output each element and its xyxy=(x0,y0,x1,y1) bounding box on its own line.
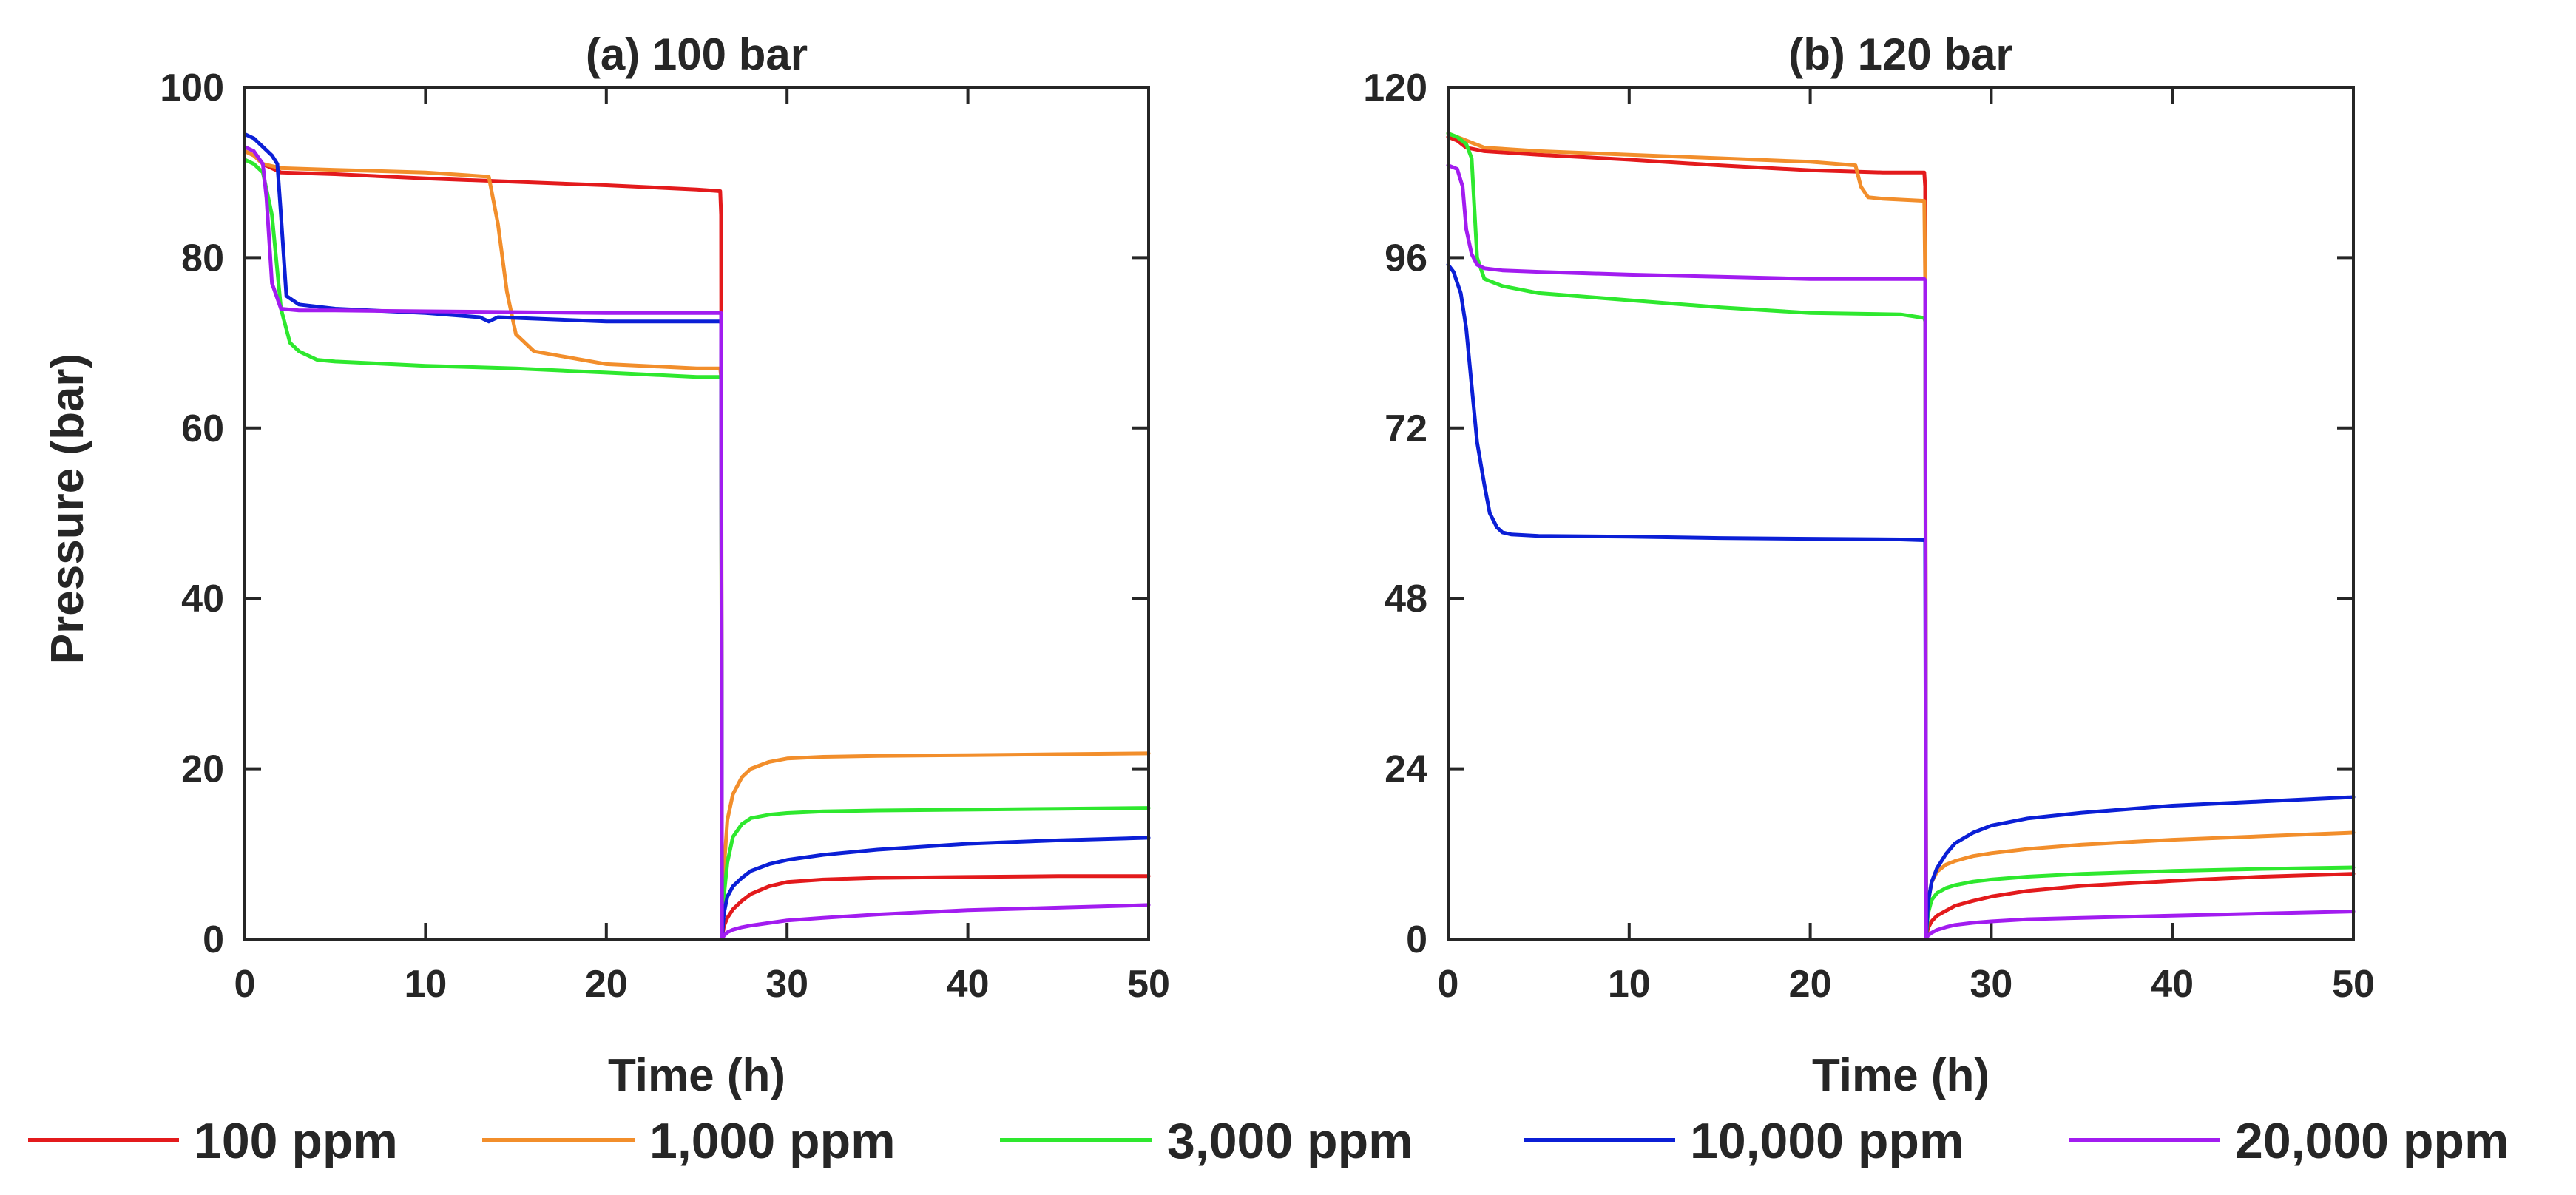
legend-item-3000ppm: 3,000 ppm xyxy=(1000,1113,1413,1169)
legend-label: 20,000 ppm xyxy=(2235,1113,2509,1169)
y-tick-label: 72 xyxy=(1385,407,1427,450)
legend-item-10000ppm: 10,000 ppm xyxy=(1524,1113,1964,1169)
legend-label: 1,000 ppm xyxy=(649,1113,896,1169)
series-line-20000ppm xyxy=(243,145,1151,941)
ticks-b: 0 10 20 30 40 50 0 24 48 72 96 120 xyxy=(1363,67,2375,1006)
series-line-3000ppm xyxy=(243,158,1151,941)
x-axis-label: Time (h) xyxy=(1812,1050,1990,1101)
plot-frame-b xyxy=(1447,86,2355,941)
x-tick-label: 10 xyxy=(404,963,447,1006)
series-line-100ppm xyxy=(243,149,1151,941)
legend-item-1000ppm: 1,000 ppm xyxy=(482,1113,896,1169)
series-line-10000ppm xyxy=(243,132,1151,941)
x-tick-label: 0 xyxy=(234,963,256,1006)
series-line-10000ppm xyxy=(1446,263,2356,941)
x-tick-label: 50 xyxy=(1127,963,1170,1006)
legend-label: 100 ppm xyxy=(194,1113,398,1169)
x-tick-label: 0 xyxy=(1438,963,1459,1006)
x-tick-label: 10 xyxy=(1608,963,1651,1006)
y-tick-label: 48 xyxy=(1385,578,1427,620)
x-tick-label: 50 xyxy=(2332,963,2375,1006)
series-line-1000ppm xyxy=(243,149,1151,941)
panel-a: (a) 100 bar Pressure (bar) Time (h) 0 10 2… xyxy=(42,30,1170,1101)
x-tick-label: 20 xyxy=(1789,963,1832,1006)
legend-item-100ppm: 100 ppm xyxy=(28,1113,398,1169)
y-tick-label: 24 xyxy=(1385,748,1427,791)
legend-label: 3,000 ppm xyxy=(1167,1113,1413,1169)
y-axis-label: Pressure (bar) xyxy=(42,353,93,664)
y-tick-label: 80 xyxy=(181,237,224,280)
x-tick-label: 30 xyxy=(765,963,808,1006)
x-axis-label: Time (h) xyxy=(608,1050,785,1101)
chart-title: (b) 120 bar xyxy=(1788,30,2012,79)
series-line-20000ppm xyxy=(1446,163,2356,941)
chart-title: (a) 100 bar xyxy=(586,30,808,79)
legend-item-20000ppm: 20,000 ppm xyxy=(2069,1113,2509,1169)
x-tick-label: 30 xyxy=(1970,963,2012,1006)
y-tick-label: 96 xyxy=(1385,237,1427,280)
y-tick-label: 60 xyxy=(181,407,224,450)
y-tick-label: 0 xyxy=(203,918,224,961)
series-layer-b xyxy=(1446,131,2356,941)
y-tick-label: 120 xyxy=(1363,67,1427,109)
y-tick-label: 40 xyxy=(181,578,224,620)
y-tick-label: 20 xyxy=(181,748,224,791)
legend-label: 10,000 ppm xyxy=(1690,1113,1964,1169)
y-tick-label: 100 xyxy=(160,67,224,109)
series-layer-a xyxy=(243,132,1151,941)
ticks-a: 0 10 20 30 40 50 0 20 40 60 80 100 xyxy=(160,67,1170,1006)
plot-frame-a xyxy=(243,86,1150,941)
x-tick-label: 40 xyxy=(2151,963,2194,1006)
legend: 100 ppm 1,000 ppm 3,000 ppm 10,000 ppm 2… xyxy=(28,1113,2509,1169)
x-tick-label: 40 xyxy=(947,963,990,1006)
x-tick-label: 20 xyxy=(585,963,628,1006)
panel-b: (b) 120 bar Time (h) 0 10 20 30 40 50 0 24 48 72 9… xyxy=(1363,30,2375,1101)
y-tick-label: 0 xyxy=(1406,918,1427,961)
